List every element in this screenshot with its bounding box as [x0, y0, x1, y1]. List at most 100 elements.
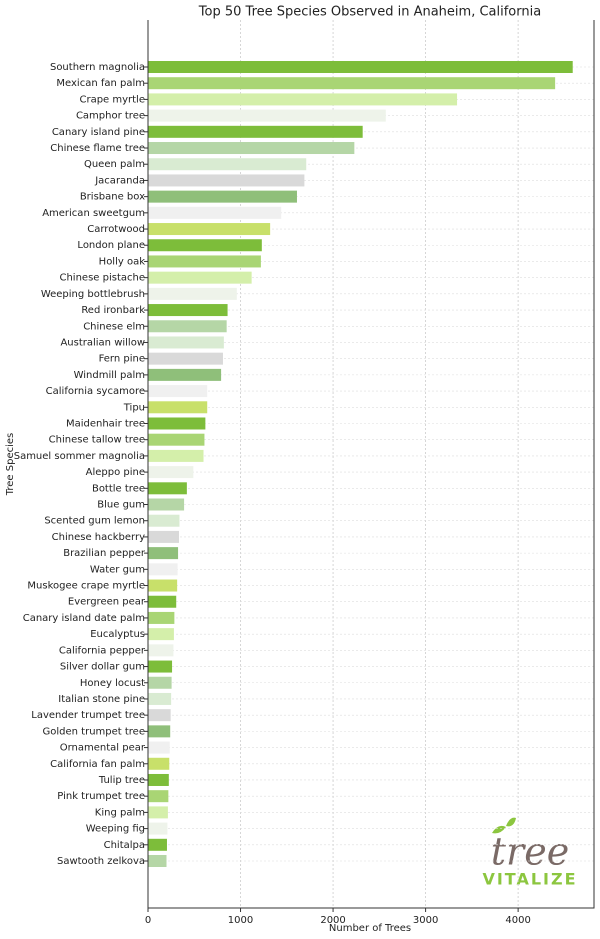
y-tick-label: Lavender trumpet tree: [31, 710, 145, 721]
bar: [148, 628, 174, 641]
y-tick-label: Jacaranda: [94, 175, 145, 186]
y-tick-label: Chinese elm: [83, 321, 145, 332]
y-tick-label: Brazilian pepper: [63, 548, 146, 559]
bar: [148, 482, 187, 495]
y-tick-label: Italian stone pine: [58, 694, 145, 705]
y-tick-label: Honey locust: [80, 678, 145, 689]
logo-leaf: [492, 817, 516, 834]
bar: [148, 109, 386, 122]
y-axis-label: Tree Species: [5, 433, 16, 497]
bar: [148, 125, 363, 138]
bar: [148, 368, 222, 381]
y-tick-label: Maidenhair tree: [66, 418, 145, 429]
x-axis-label: Number of Trees: [329, 923, 411, 934]
logo: tree VITALIZE: [482, 817, 577, 889]
bar: [148, 725, 171, 738]
bar: [148, 320, 227, 333]
y-tick-label: Ornamental pear: [60, 743, 146, 754]
logo-tagline: VITALIZE: [482, 870, 577, 889]
y-tick-label: Aleppo pine: [86, 467, 145, 478]
y-tick-label: Canary island date palm: [23, 613, 145, 624]
bar: [148, 142, 355, 155]
y-tick-label: Sawtooth zelkova: [57, 856, 145, 867]
bar: [148, 304, 228, 317]
y-tick-label: American sweetgum: [42, 208, 145, 219]
x-tick-label: 4000: [505, 915, 530, 926]
bar: [148, 239, 262, 252]
bar: [148, 806, 168, 819]
bar: [148, 611, 175, 624]
y-tick-label: Chinese flame tree: [50, 143, 145, 154]
bar: [148, 855, 167, 867]
y-tick-label: Weeping fig: [86, 824, 145, 835]
bar: [148, 579, 178, 592]
y-tick-label: Blue gum: [97, 500, 145, 511]
y-tick-label: California pepper: [59, 645, 146, 656]
y-tick-label: Eucalyptus: [90, 629, 145, 640]
bar: [148, 287, 237, 300]
bar: [148, 417, 206, 430]
bar: [148, 223, 271, 236]
bar: [148, 61, 573, 73]
y-tick-label: Mexican fan palm: [56, 78, 145, 89]
y-tick-label: Pink trumpet tree: [57, 791, 145, 802]
bar: [148, 644, 174, 657]
bar: [148, 433, 205, 446]
bar: [148, 466, 194, 479]
y-tick-label: Australian willow: [60, 337, 145, 348]
x-tick-label: 1000: [228, 915, 253, 926]
bar: [148, 547, 179, 560]
bar: [148, 530, 179, 543]
bar: [148, 336, 224, 349]
bar: [148, 822, 168, 835]
x-tick-label: 3000: [413, 915, 438, 926]
y-tick-label: Queen palm: [84, 159, 145, 170]
y-tick-label: Canary island pine: [52, 127, 145, 138]
y-tick-label: Bottle tree: [92, 483, 145, 494]
bar: [148, 352, 223, 365]
bar: [148, 77, 556, 90]
bar: [148, 401, 208, 414]
bar: [148, 158, 307, 171]
bar: [148, 741, 170, 754]
y-tick-label: Holly oak: [99, 256, 146, 267]
y-tick-label: Samuel sommer magnolia: [14, 451, 145, 462]
bar: [148, 595, 177, 608]
bar: [148, 773, 169, 786]
bar: [148, 514, 180, 527]
y-tick-label: Chinese tallow tree: [49, 435, 145, 446]
bar: [148, 838, 167, 851]
bar: [148, 692, 172, 705]
chart-title: Top 50 Tree Species Observed in Anaheim,…: [198, 5, 541, 20]
bar: [148, 93, 458, 106]
y-tick-label: Tipu: [123, 402, 145, 413]
bar: [148, 190, 297, 203]
bar: [148, 757, 170, 770]
bar: [148, 709, 171, 722]
x-tick-label: 2000: [320, 915, 345, 926]
bar: [148, 498, 185, 511]
y-tick-label: Weeping bottlebrush: [41, 289, 145, 300]
bar: [148, 449, 204, 462]
y-tick-label: Windmill palm: [74, 370, 145, 381]
bar: [148, 660, 173, 673]
y-tick-label: Brisbane box: [80, 192, 145, 203]
y-tick-label: London plane: [77, 240, 145, 251]
y-tick-label: Chitalpa: [104, 840, 145, 851]
y-tick-label: Scented gum lemon: [44, 516, 145, 527]
y-tick-label: Chinese pistache: [59, 273, 145, 284]
bar: [148, 255, 261, 268]
bar: [148, 174, 305, 187]
y-tick-label: Fern pine: [99, 354, 145, 365]
bar: [148, 563, 178, 576]
bar: [148, 271, 252, 284]
y-tick-label: Tulip tree: [98, 775, 145, 786]
y-tick-label: Carrotwood: [87, 224, 145, 235]
y-tick-label: Crape myrtle: [79, 94, 145, 105]
y-tick-label: Water gum: [90, 564, 145, 575]
y-tick-label: Camphor tree: [76, 111, 145, 122]
bar: [148, 385, 208, 398]
y-tick-label: Southern magnolia: [50, 62, 145, 73]
bar: [148, 206, 282, 219]
